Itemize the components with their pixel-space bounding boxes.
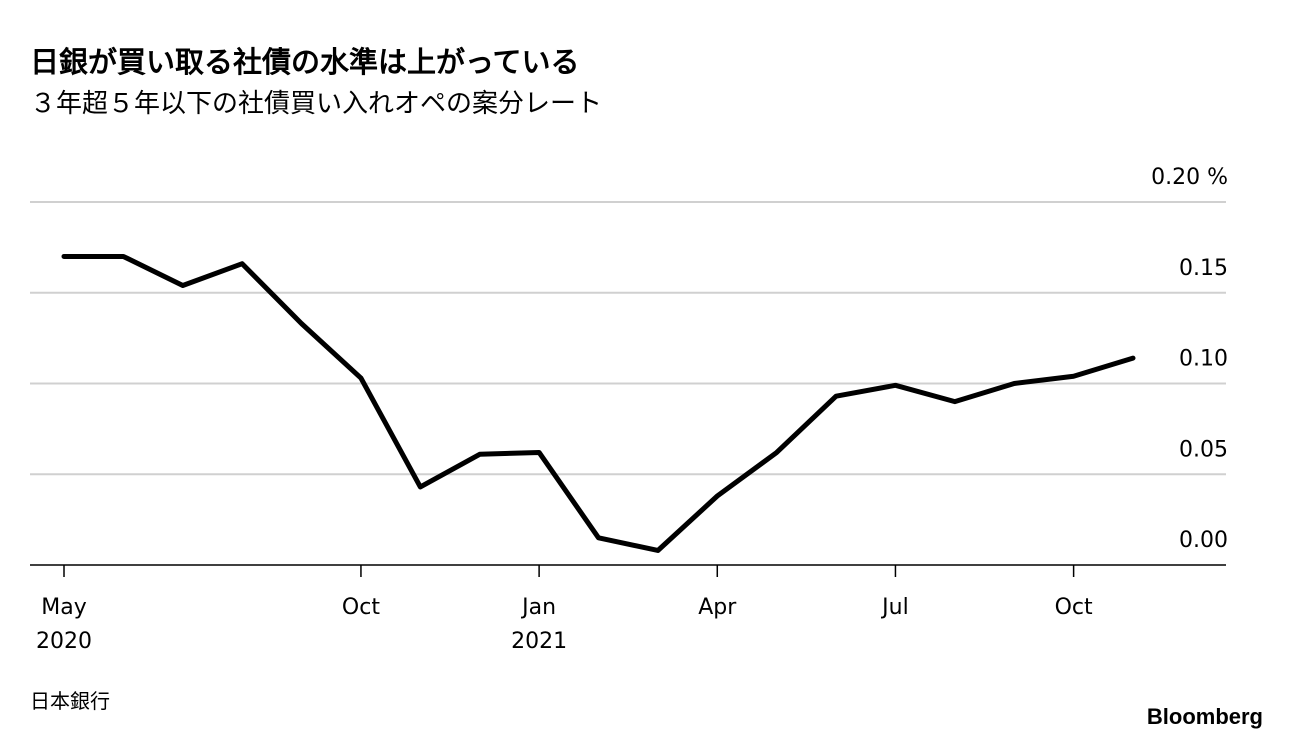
x-tick-year: 2021	[511, 629, 567, 654]
x-tick-label: Oct	[1055, 595, 1093, 620]
x-tick-label: Oct	[342, 595, 380, 620]
y-tick-label: 0.20 %	[1151, 165, 1228, 190]
x-tick-year: 2020	[36, 629, 92, 654]
source: 日本銀行	[30, 689, 110, 713]
x-tick-label: Apr	[698, 595, 737, 620]
y-tick-label: 0.10	[1179, 347, 1228, 372]
data-line	[61, 253, 1136, 553]
x-tick-label: May	[41, 595, 86, 620]
x-tick-label: Jan	[520, 595, 556, 620]
brand: Bloomberg	[1147, 704, 1263, 729]
y-tick-label: 0.05	[1179, 437, 1228, 462]
chart-subtitle: ３年超５年以下の社債買い入れオペの案分レート	[30, 89, 602, 119]
x-tick-label: Jul	[880, 595, 909, 620]
y-tick-label: 0.15	[1179, 256, 1228, 281]
chart-title: 日銀が買い取る社債の水準は上がっている	[30, 45, 580, 79]
y-tick-label: 0.00	[1179, 528, 1228, 553]
